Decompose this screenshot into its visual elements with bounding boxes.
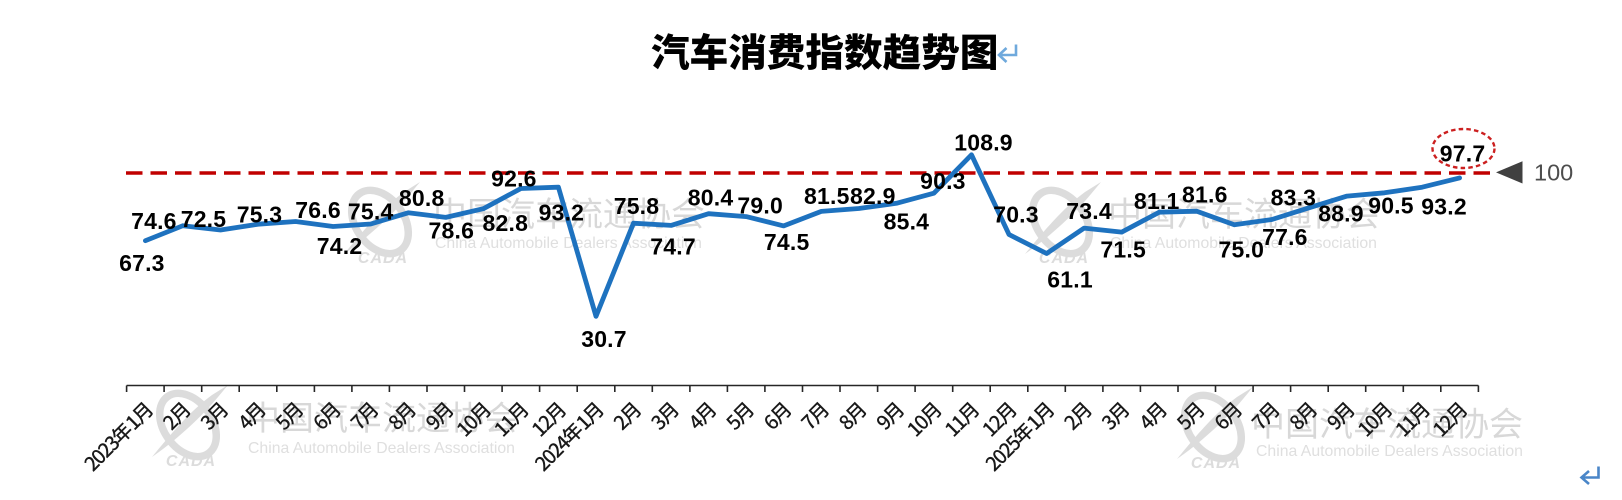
svg-text:71.5: 71.5 — [1100, 237, 1146, 263]
svg-text:90.5: 90.5 — [1368, 193, 1414, 219]
svg-text:97.7: 97.7 — [1440, 141, 1486, 167]
svg-text:100: 100 — [1534, 160, 1573, 186]
svg-text:74.7: 74.7 — [650, 234, 696, 260]
svg-text:CADA: CADA — [1039, 250, 1089, 267]
svg-text:92.6: 92.6 — [491, 166, 537, 192]
svg-text:75.3: 75.3 — [237, 201, 283, 227]
svg-text:China Automobile Dealers Assoc: China Automobile Dealers Association — [1256, 443, 1523, 460]
svg-text:93.2: 93.2 — [1421, 194, 1467, 220]
svg-text:CADA: CADA — [1191, 455, 1241, 472]
svg-text:80.4: 80.4 — [688, 185, 734, 211]
svg-text:81.5: 81.5 — [804, 183, 850, 209]
svg-text:108.9: 108.9 — [954, 130, 1013, 156]
svg-text:74.5: 74.5 — [764, 229, 810, 255]
svg-text:75.8: 75.8 — [614, 193, 660, 219]
svg-text:83.3: 83.3 — [1271, 185, 1317, 211]
svg-text:81.6: 81.6 — [1182, 182, 1228, 208]
svg-text:China Automobile Dealers Assoc: China Automobile Dealers Association — [435, 235, 702, 252]
svg-text:China Automobile Dealers Assoc: China Automobile Dealers Association — [248, 440, 515, 457]
svg-text:74.6: 74.6 — [131, 208, 177, 234]
svg-text:61.1: 61.1 — [1047, 267, 1093, 293]
svg-text:78.6: 78.6 — [429, 217, 475, 243]
svg-text:93.2: 93.2 — [539, 200, 585, 226]
svg-text:75.0: 75.0 — [1219, 237, 1265, 263]
svg-text:75.4: 75.4 — [348, 199, 394, 225]
svg-text:70.3: 70.3 — [993, 202, 1039, 228]
svg-text:81.1: 81.1 — [1134, 188, 1180, 214]
svg-text:73.4: 73.4 — [1066, 198, 1112, 224]
svg-text:90.3: 90.3 — [920, 168, 966, 194]
svg-text:82.8: 82.8 — [483, 210, 529, 236]
svg-text:76.6: 76.6 — [295, 197, 341, 223]
svg-text:82.9: 82.9 — [850, 183, 896, 209]
svg-text:88.9: 88.9 — [1318, 201, 1364, 227]
svg-text:72.5: 72.5 — [181, 206, 227, 232]
svg-text:74.2: 74.2 — [317, 233, 363, 259]
svg-text:CADA: CADA — [358, 250, 408, 267]
svg-text:80.8: 80.8 — [399, 185, 445, 211]
svg-text:67.3: 67.3 — [119, 250, 165, 276]
svg-text:79.0: 79.0 — [737, 192, 783, 218]
svg-text:30.7: 30.7 — [581, 326, 627, 352]
svg-text:77.6: 77.6 — [1262, 224, 1308, 250]
svg-text:85.4: 85.4 — [884, 209, 930, 235]
svg-text:CADA: CADA — [166, 453, 216, 470]
svg-text:China Automobile Dealers Assoc: China Automobile Dealers Association — [1110, 235, 1377, 252]
